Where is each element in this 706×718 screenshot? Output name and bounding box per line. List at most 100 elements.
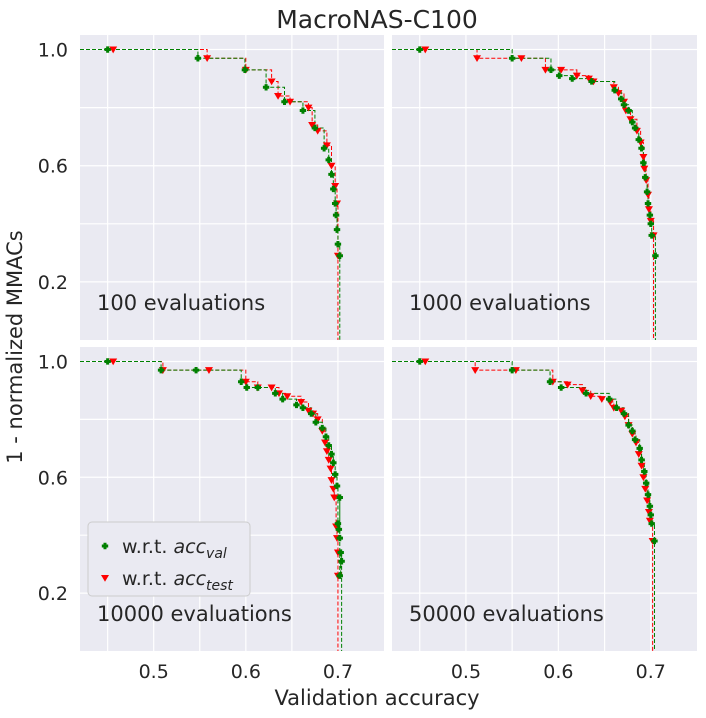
test-point-12 [626, 116, 635, 124]
x-tick-label: 0.5 [451, 661, 481, 683]
panel-background [392, 35, 697, 340]
test-point-7 [597, 396, 606, 403]
val-point-5 [605, 395, 613, 403]
val-point-12 [638, 456, 645, 464]
test-point-5 [286, 98, 295, 106]
test-point-19 [330, 494, 339, 502]
plot-area [80, 358, 345, 651]
legend: w.r.t. accval w.r.t. acctest [87, 521, 251, 597]
val-point-12 [319, 424, 326, 432]
val-point-18 [648, 520, 655, 527]
legend-label-val: w.r.t. accval [122, 536, 227, 562]
x-tick-label: 0.7 [636, 661, 666, 683]
test-point-14 [322, 448, 331, 456]
test-point-3 [267, 78, 276, 86]
val-markers [104, 358, 345, 579]
val-point-10 [330, 185, 337, 193]
y-tick-label: 0.2 [38, 272, 68, 294]
val-point-0 [416, 358, 423, 365]
test-point-17 [327, 477, 336, 484]
val-point-11 [312, 419, 320, 426]
val-point-15 [328, 450, 335, 458]
val-point-6 [613, 404, 620, 411]
panel-1: 100 evaluations 0.2 0.6 1.0 [38, 35, 384, 340]
panel-2: 1000 evaluations [392, 35, 697, 340]
test-point-18 [641, 485, 650, 493]
test-point-1 [203, 55, 212, 63]
test-point-0 [421, 358, 430, 366]
val-point-4 [281, 98, 288, 106]
val-point-4 [569, 75, 576, 82]
val-point-4 [243, 384, 250, 391]
y-tick-label: 0.6 [38, 467, 68, 489]
panel-label: 100 evaluations [97, 291, 265, 315]
test-point-0 [109, 358, 118, 366]
y-tick-label: 1.0 [38, 40, 68, 62]
val-point-1 [508, 55, 516, 62]
test-point-0 [421, 46, 430, 54]
test-point-19 [643, 497, 652, 505]
panel-label: 50000 evaluations [409, 602, 604, 626]
test-point-10 [327, 162, 336, 170]
val-point-22 [336, 534, 343, 542]
panel-4: 50000 evaluations 0.5 0.6 0.7 [392, 347, 697, 683]
val-point-11 [331, 200, 339, 207]
val-point-11 [631, 124, 639, 132]
val-point-14 [334, 240, 342, 248]
val-point-19 [647, 220, 654, 228]
test-point-10 [617, 407, 626, 415]
test-point-4 [557, 66, 566, 74]
test-point-9 [322, 142, 331, 150]
val-point-24 [338, 558, 345, 565]
val-point-21 [335, 526, 343, 533]
val-point-14 [640, 159, 647, 167]
test-point-1 [473, 55, 482, 63]
test-point-2 [517, 55, 526, 63]
val-point-0 [104, 358, 111, 365]
test-point-13 [321, 439, 330, 447]
val-point-13 [641, 468, 648, 475]
test-point-3 [541, 66, 550, 74]
y-tick-label: 1.0 [38, 351, 68, 373]
val-point-16 [330, 459, 337, 467]
plot-area [80, 46, 343, 340]
val-point-10 [631, 436, 639, 443]
test-point-12 [318, 427, 327, 435]
panel-label: 10000 evaluations [97, 602, 292, 626]
val-point-1 [194, 55, 202, 62]
y-tick-label: 0.6 [38, 156, 68, 178]
val-point-17 [644, 200, 652, 207]
val-point-7 [320, 145, 328, 152]
test-point-4 [563, 381, 572, 389]
val-point-3 [556, 72, 563, 79]
test-point-15 [324, 456, 333, 464]
panel-3: 10000 evaluations 0.2 0.6 1.0 0.5 0.6 0.7 w.r.t… [38, 347, 384, 683]
legend-box [87, 521, 251, 597]
val-point-13 [638, 145, 645, 152]
test-point-4 [274, 93, 283, 100]
val-point-20 [334, 520, 342, 527]
val-point-16 [646, 503, 654, 510]
val-point-0 [104, 46, 111, 53]
val-point-17 [647, 511, 654, 519]
plot-area [392, 46, 659, 340]
val-point-3 [262, 84, 270, 91]
legend-test-point-marker [101, 575, 109, 582]
val-point-9 [625, 107, 632, 114]
val-point-2 [192, 366, 200, 374]
val-step-line [80, 49, 341, 340]
val-point-15 [642, 174, 649, 181]
val-markers [104, 46, 343, 259]
val-point-0 [416, 46, 423, 53]
test-point-11 [331, 183, 340, 190]
test-point-15 [634, 451, 643, 458]
x-tick-label: 0.6 [231, 661, 261, 683]
test-point-0 [109, 46, 118, 54]
test-point-7 [308, 122, 317, 129]
val-point-2 [547, 66, 555, 74]
val-point-11 [636, 445, 643, 452]
val-point-18 [646, 211, 654, 219]
test-point-6 [304, 104, 313, 112]
test-point-21 [645, 517, 654, 525]
